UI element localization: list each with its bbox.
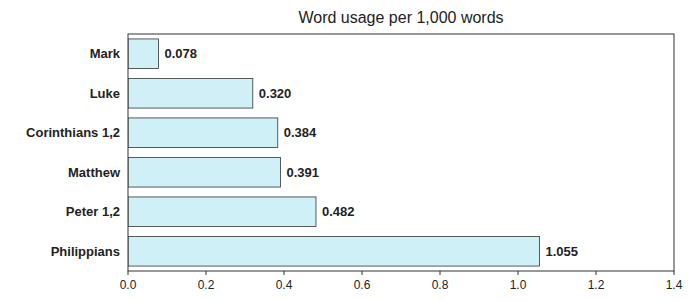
x-tick-label: 0.0 (120, 278, 137, 292)
x-tick (284, 271, 285, 275)
bar (128, 197, 316, 227)
category-label: Peter 1,2 (66, 204, 120, 219)
category-label: Luke (90, 86, 120, 101)
category-label: Corinthians 1,2 (26, 125, 120, 140)
bar (128, 118, 278, 148)
data-label: 0.482 (322, 204, 355, 219)
x-tick-label: 0.6 (354, 278, 371, 292)
category-label: Matthew (68, 165, 121, 180)
x-tick (128, 271, 129, 275)
x-tick (518, 271, 519, 275)
plot-frame (128, 34, 674, 271)
x-tick-label: 0.2 (198, 278, 215, 292)
bar (128, 236, 539, 266)
x-tick (362, 271, 363, 275)
data-label: 0.320 (259, 86, 292, 101)
bars (128, 39, 539, 266)
page: {"chart_data": {"type": "bar", "orientat… (0, 0, 696, 301)
x-tick-label: 0.4 (276, 278, 293, 292)
x-tick (596, 271, 597, 275)
data-label: 0.391 (286, 165, 319, 180)
x-tick-label: 1.2 (588, 278, 605, 292)
x-tick-label: 1.0 (510, 278, 527, 292)
category-label: Philippians (51, 244, 120, 259)
category-label: Mark (90, 46, 121, 61)
bar (128, 157, 280, 187)
data-label: 1.055 (545, 244, 578, 259)
data-label: 0.078 (164, 46, 197, 61)
bar (128, 39, 158, 69)
x-tick (674, 271, 675, 275)
x-tick (206, 271, 207, 275)
x-tick-label: 0.8 (432, 278, 449, 292)
chart: 0.0 0.2 0.4 0.6 0.8 1.0 1.2 1.4 Philippians Peter… (0, 0, 696, 301)
data-label: 0.384 (284, 125, 317, 140)
title: Word usage per 1,000 words (298, 9, 503, 26)
bar (128, 78, 253, 108)
x-tick-label: 1.4 (666, 278, 683, 292)
x-tick (440, 271, 441, 275)
